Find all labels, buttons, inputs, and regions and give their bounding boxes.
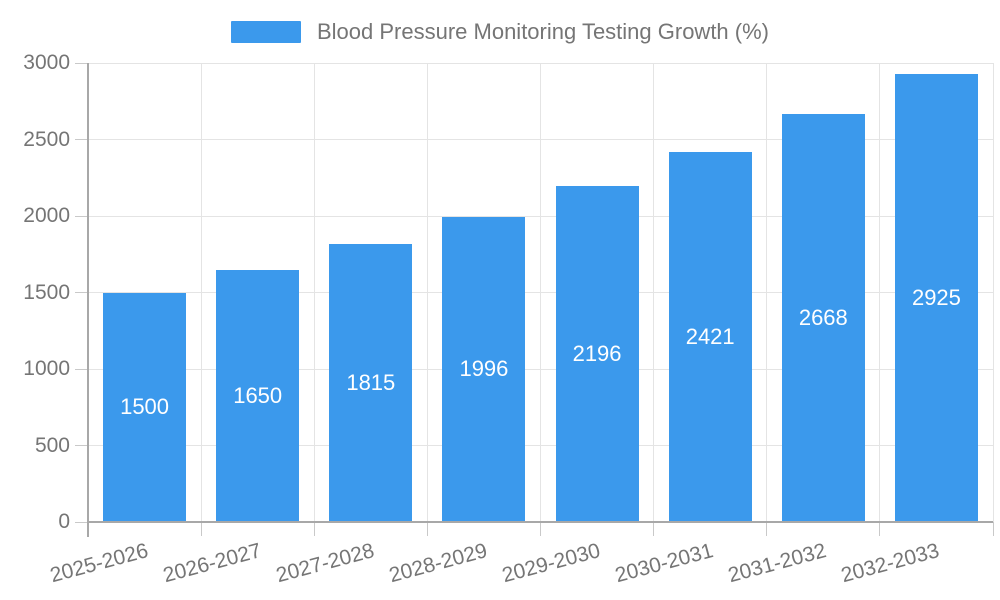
x-axis-tick <box>540 522 541 536</box>
bar-2029-2030[interactable]: 2196 <box>555 186 639 522</box>
vertical-gridline <box>653 63 655 522</box>
bar-2030-2031[interactable]: 2421 <box>668 151 752 522</box>
y-tick-label: 3000 <box>23 51 70 74</box>
y-axis-tick <box>75 215 87 217</box>
vertical-gridline <box>426 63 428 522</box>
y-axis-line <box>87 63 89 537</box>
bar-value-label: 1500 <box>120 394 170 420</box>
x-axis-tick <box>879 522 881 536</box>
bar-2031-2032[interactable]: 2668 <box>781 113 865 522</box>
bar-value-label: 2421 <box>685 323 735 349</box>
vertical-gridline <box>992 63 994 522</box>
horizontal-gridline <box>88 62 993 64</box>
legend-label: Blood Pressure Monitoring Testing Growth… <box>316 19 769 44</box>
bar-value-label: 1815 <box>346 370 396 396</box>
vertical-gridline <box>766 63 768 522</box>
y-tick-label: 2000 <box>23 204 70 227</box>
bar-value-label: 1996 <box>459 356 509 382</box>
bar-2032-2033[interactable]: 2925 <box>894 74 978 522</box>
vertical-gridline <box>540 63 541 522</box>
bar-value-label: 2925 <box>911 285 961 311</box>
y-axis-tick <box>75 368 87 370</box>
y-axis-tick <box>75 292 87 293</box>
bar-2028-2029[interactable]: 1996 <box>442 216 526 522</box>
bar-value-label: 2196 <box>572 340 622 366</box>
x-axis-tick <box>200 522 202 536</box>
y-tick-label: 0 <box>58 510 70 533</box>
x-axis-tick <box>313 522 315 536</box>
legend-swatch-icon <box>230 21 301 43</box>
y-tick-label: 1500 <box>23 280 70 304</box>
x-axis-tick <box>426 522 428 536</box>
y-axis-tick <box>75 521 87 523</box>
y-axis-tick <box>75 445 87 446</box>
bar-value-label: 2668 <box>798 304 848 330</box>
bar-2025-2026[interactable]: 1500 <box>103 292 187 522</box>
vertical-gridline <box>879 63 881 522</box>
x-axis-tick <box>766 522 768 536</box>
bar-value-label: 1650 <box>233 382 283 408</box>
x-axis-tick <box>653 522 655 536</box>
x-axis-tick <box>992 522 994 536</box>
vertical-gridline <box>313 63 315 522</box>
y-axis-tick <box>75 139 87 140</box>
vertical-gridline <box>200 63 202 522</box>
y-axis-tick <box>75 62 87 64</box>
bar-2026-2027[interactable]: 1650 <box>216 269 300 522</box>
chart-legend[interactable]: Blood Pressure Monitoring Testing Growth… <box>0 17 1000 47</box>
x-axis-line <box>87 521 993 523</box>
y-tick-label: 1000 <box>23 357 70 380</box>
y-tick-label: 500 <box>34 433 70 457</box>
y-tick-label: 2500 <box>23 127 70 151</box>
bar-2027-2028[interactable]: 1815 <box>329 244 413 522</box>
